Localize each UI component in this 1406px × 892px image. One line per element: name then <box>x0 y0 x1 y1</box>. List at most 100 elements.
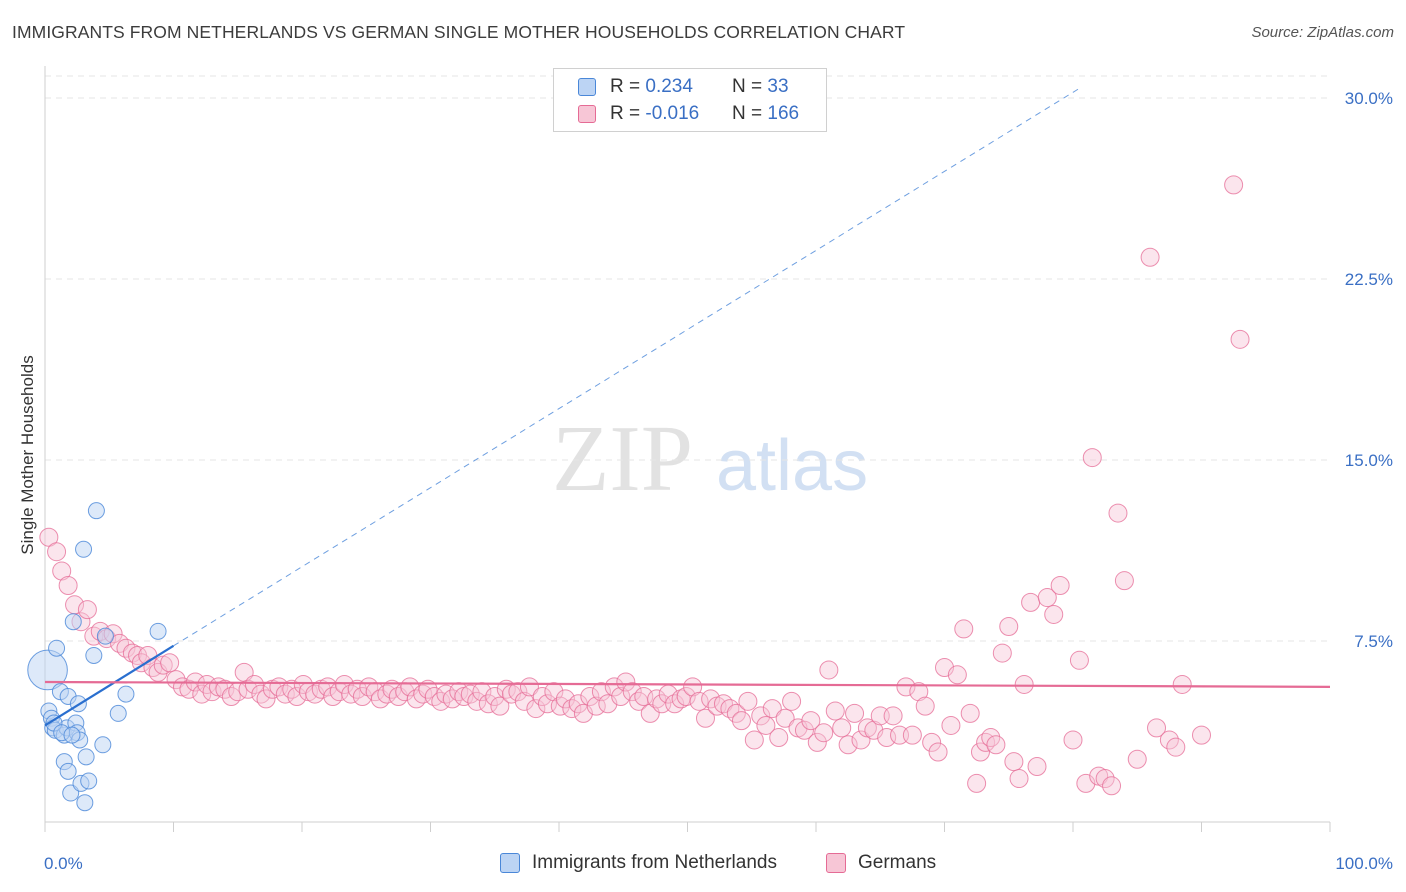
germans-point-130 <box>825 701 845 721</box>
germans-point-109 <box>695 708 715 728</box>
netherlands-trend-extension <box>173 87 1080 647</box>
germans-point-39 <box>275 684 295 704</box>
legend-r-germans: R = -0.016 <box>610 103 700 124</box>
germans-point-173 <box>1102 776 1122 796</box>
germans-point-96 <box>616 672 636 692</box>
x-tick-label-max: 100.0% <box>1335 854 1393 873</box>
germans-point-2 <box>52 561 72 581</box>
germans-point-70 <box>460 684 480 704</box>
germans-point-121 <box>769 728 789 748</box>
germans-point-118 <box>751 706 771 726</box>
germans-point-49 <box>334 674 354 694</box>
watermark-zip: ZIP <box>552 407 693 511</box>
gridlines <box>45 75 1330 642</box>
bottom-legend-germans: Germans <box>826 852 936 874</box>
germans-point-152 <box>967 773 987 793</box>
germans-point-131 <box>832 718 852 738</box>
germans-point-157 <box>992 643 1012 663</box>
germans-point-95 <box>611 687 631 707</box>
germans-point-127 <box>807 732 827 752</box>
germans-point-75 <box>490 696 510 716</box>
germans-point-119 <box>756 715 776 735</box>
germans-point-113 <box>720 699 740 719</box>
germans-point-151 <box>960 703 980 723</box>
germans-point-117 <box>744 730 764 750</box>
germans-point-108 <box>689 691 709 711</box>
germans-point-166 <box>1050 575 1070 595</box>
germans-point-172 <box>1095 769 1115 789</box>
germans-point-110 <box>701 689 721 709</box>
netherlands-point-5 <box>48 639 66 657</box>
germans-point-23 <box>179 679 199 699</box>
germans-point-94 <box>604 677 624 697</box>
germans-point-156 <box>986 735 1006 755</box>
netherlands-point-27 <box>109 704 127 722</box>
germans-point-162 <box>1021 592 1041 612</box>
germans-point-145 <box>922 732 942 752</box>
germans-point-3 <box>58 575 78 595</box>
legend-swatch-pink <box>578 105 596 123</box>
germans-point-78 <box>508 682 528 702</box>
germans-point-12 <box>116 638 136 658</box>
germans-point-84 <box>544 682 564 702</box>
legend-swatch-blue <box>578 78 596 96</box>
germans-point-91 <box>586 696 606 716</box>
y-tick-label-2: 22.5% <box>1345 270 1393 289</box>
germans-point-128 <box>814 723 834 743</box>
germans-point-67 <box>442 689 462 709</box>
germans-point-153 <box>970 742 990 762</box>
germans-point-87 <box>562 699 582 719</box>
netherlands-point-13 <box>64 613 82 631</box>
germans-point-161 <box>1014 674 1034 694</box>
germans-point-178 <box>1147 718 1167 738</box>
germans-point-90 <box>580 687 600 707</box>
germans-point-134 <box>851 730 871 750</box>
germans-point-73 <box>478 694 498 714</box>
germans-point-170 <box>1082 448 1102 468</box>
germans-point-63 <box>418 679 438 699</box>
netherlands-point-32 <box>63 726 81 744</box>
germans-point-115 <box>731 711 751 731</box>
watermark-atlas: atlas <box>716 426 868 506</box>
germans-point-143 <box>909 682 929 702</box>
netherlands-point-11 <box>59 762 77 780</box>
germans-point-164 <box>1037 588 1057 608</box>
germans-point-120 <box>762 699 782 719</box>
germans-point-177 <box>1140 247 1160 267</box>
watermark: ZIP atlas <box>552 407 868 511</box>
netherlands-point-19 <box>75 540 93 558</box>
germans-trend-line <box>44 680 1331 688</box>
germans-point-81 <box>526 699 546 719</box>
germans-point-80 <box>519 677 539 697</box>
germans-point-168 <box>1069 650 1089 670</box>
bottom-legend-label-germans: Germans <box>858 852 937 873</box>
germans-point-183 <box>1224 175 1244 195</box>
germans-point-182 <box>1192 725 1211 745</box>
bottom-legend-label-netherlands: Immigrants from Netherlands <box>532 852 777 873</box>
germans-point-1 <box>47 542 67 562</box>
germans-point-122 <box>775 708 795 728</box>
chart-title: IMMIGRANTS FROM NETHERLANDS VS GERMAN SI… <box>12 22 906 42</box>
germans-point-144 <box>915 696 935 716</box>
germans-point-71 <box>467 691 487 711</box>
x-tick-label-min: 0.0% <box>44 854 83 873</box>
germans-point-15 <box>131 653 151 673</box>
netherlands-point-22 <box>80 772 98 790</box>
germans-point-165 <box>1044 604 1064 624</box>
germans-point-20 <box>160 653 180 673</box>
legend-n-germans: N = 166 <box>732 103 800 124</box>
germans-point-174 <box>1108 503 1128 523</box>
germans-point-148 <box>941 715 961 735</box>
germans-point-106 <box>676 687 696 707</box>
germans-point-21 <box>166 670 186 690</box>
netherlands-point-21 <box>77 748 95 766</box>
y-tick-label-1: 15.0% <box>1345 451 1393 470</box>
germans-point-97 <box>622 682 642 702</box>
chart-source: Source: ZipAtlas.com <box>1251 24 1394 41</box>
germans-point-33 <box>238 679 258 699</box>
germans-point-129 <box>819 660 839 680</box>
bottom-legend-netherlands: Immigrants from Netherlands <box>500 852 777 874</box>
germans-point-36 <box>256 689 276 709</box>
germans-point-176 <box>1127 749 1147 769</box>
